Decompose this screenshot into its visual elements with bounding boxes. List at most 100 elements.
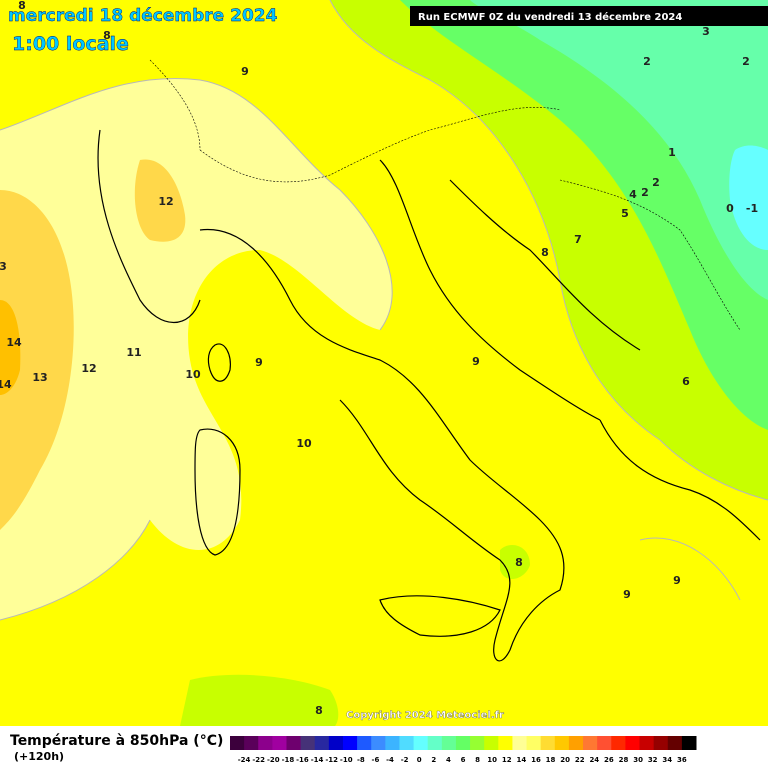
colorbar-cell	[314, 736, 330, 750]
contour-label: 1	[668, 146, 676, 159]
colorbar-label: 34	[662, 756, 672, 764]
colorbar-cell	[639, 736, 655, 750]
colorbar-label: 6	[461, 756, 466, 764]
contour-label: 12	[81, 362, 96, 375]
colorbar-label: 8	[475, 756, 480, 764]
contour-label: 3	[702, 25, 710, 38]
contour-label: 9	[673, 574, 681, 587]
contour-label: 6	[682, 375, 690, 388]
colorbar-label: -4	[386, 756, 394, 764]
contour-label: 8	[315, 704, 323, 717]
colorbar-cell	[512, 736, 528, 750]
colorbar-label: 12	[502, 756, 512, 764]
colorbar-cell	[470, 736, 485, 750]
colorbar-cell	[371, 736, 386, 750]
colorbar-cell	[342, 736, 358, 750]
contour-label: 3	[0, 260, 7, 273]
run-banner	[410, 6, 768, 26]
contour-label: 2	[742, 55, 750, 68]
colorbar-cell	[441, 736, 457, 750]
colorbar-cell	[385, 736, 400, 750]
colorbar-label: 18	[546, 756, 556, 764]
contour-label: 9	[623, 588, 631, 601]
colorbar-label: 2	[431, 756, 436, 764]
colorbar-cell	[244, 736, 259, 750]
colorbar-cell	[667, 736, 683, 750]
colorbar-label: 10	[487, 756, 497, 764]
contour-label: 2	[641, 186, 649, 199]
map-background	[0, 0, 768, 726]
run-info: Run ECMWF 0Z du vendredi 13 décembre 202…	[418, 11, 682, 23]
colorbar-label: -16	[296, 756, 309, 764]
colorbar-cell	[484, 736, 499, 750]
contour-label: 14	[6, 336, 22, 349]
colorbar-label: 28	[619, 756, 629, 764]
colorbar-cell	[625, 736, 641, 750]
colorbar-cell	[328, 736, 344, 750]
contour-label: 0	[726, 202, 734, 215]
colorbar-label: -18	[282, 756, 295, 764]
colorbar-cell	[653, 736, 669, 750]
colorbar-label: -22	[252, 756, 265, 764]
colorbar-cell	[272, 736, 287, 750]
coastlines	[97, 129, 761, 662]
colorbar-cell	[611, 736, 626, 750]
colorbar-label: 36	[677, 756, 687, 764]
contour-label: 14	[0, 378, 12, 391]
contour-label: 8	[103, 29, 111, 42]
colorbar-cell	[427, 736, 443, 750]
colorbar-label: -20	[267, 756, 280, 764]
contour-label: 7	[574, 233, 582, 246]
colorbar-cell	[554, 736, 570, 750]
colorbar-label: 0	[417, 756, 422, 764]
contour-label: 2	[643, 55, 651, 68]
isotherms	[0, 0, 768, 621]
colorbar-label: -6	[372, 756, 380, 764]
contour-label: 8	[515, 556, 523, 569]
colorbar-cell	[526, 736, 542, 750]
colorbar-cell	[681, 736, 697, 750]
borders	[149, 59, 741, 331]
colorbar-cell	[455, 736, 471, 750]
colorbar-label: -8	[357, 756, 365, 764]
colorbar-label: -14	[311, 756, 324, 764]
colorbar-label: 32	[648, 756, 658, 764]
colorbar-label: 14	[516, 756, 526, 764]
legend-subtitle: (+120h)	[14, 750, 64, 763]
colorbar-label: -10	[340, 756, 353, 764]
contour-label: 2	[652, 176, 660, 189]
colorbar-label: 16	[531, 756, 541, 764]
colorbar-cell	[568, 736, 584, 750]
legend-title: Température à 850hPa (°C)	[10, 733, 223, 749]
contour-label: 8	[541, 246, 549, 259]
colorbar-cell	[413, 736, 429, 750]
colorbar-cell	[597, 736, 612, 750]
date: mercredi 18 décembre 2024	[8, 6, 278, 26]
colorbar-cell	[286, 736, 302, 750]
contour-label: 13	[32, 371, 47, 384]
colorbar-label: -12	[325, 756, 338, 764]
contour-label: 8	[18, 0, 26, 12]
colorbar-cell	[230, 736, 245, 750]
colorbar-label: -24	[238, 756, 251, 764]
contour-label: 11	[126, 346, 141, 359]
colorbar-label: 4	[446, 756, 451, 764]
contour-label: 4	[629, 188, 637, 201]
colorbar-cell	[258, 736, 273, 750]
contour-label: 9	[472, 355, 480, 368]
colorbar-cell	[357, 736, 372, 750]
colorbar-cell	[540, 736, 556, 750]
colorbar-cell	[399, 736, 415, 750]
contour-label: 12	[158, 195, 173, 208]
colorbar-label: 20	[560, 756, 570, 764]
colorbar-label: 22	[575, 756, 585, 764]
colorbar-label: 26	[604, 756, 614, 764]
contour-label: 5	[621, 207, 629, 220]
colorbar-cell	[498, 736, 513, 750]
colorbar-label: 30	[633, 756, 643, 764]
contour-label: 9	[241, 65, 249, 78]
colorbar-label: 24	[589, 756, 599, 764]
colorbar-label: -2	[401, 756, 409, 764]
